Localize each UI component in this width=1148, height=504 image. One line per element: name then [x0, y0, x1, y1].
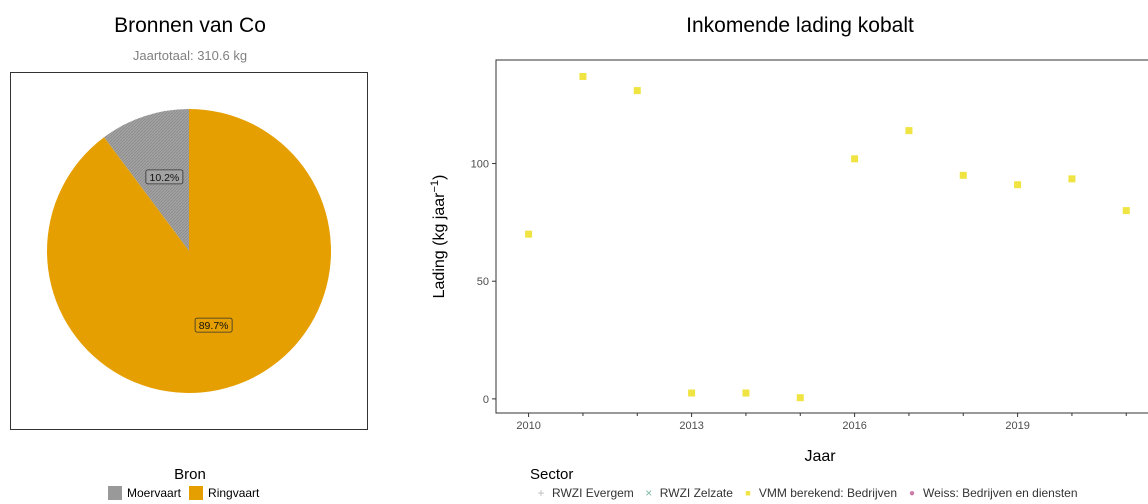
legend-marker-vmm-berekend: ■: [741, 488, 755, 498]
scatter-legend: + RWZI Evergem × RWZI Zelzate ■ VMM bere…: [534, 486, 1086, 500]
pie-label-ringvaart: 89.7%: [195, 318, 232, 332]
pie-chart-panel: 10.2% 89.7%: [10, 72, 368, 430]
data-point: [960, 172, 967, 179]
legend-key-moervaart: [108, 486, 122, 500]
scatter-chart-title: Inkomende lading kobalt: [560, 14, 1040, 38]
legend-key-ringvaart: [189, 486, 203, 500]
data-point: [525, 231, 532, 238]
x-tick-label: 2010: [516, 420, 540, 432]
legend-item-weiss: ● Weiss: Bedrijven en diensten: [905, 486, 1078, 500]
data-point: [742, 389, 749, 396]
pie-legend: Moervaart Ringvaart: [108, 486, 267, 500]
legend-marker-rwzi-zelzate: ×: [642, 486, 656, 500]
legend-label-rwzi-evergem: RWZI Evergem: [552, 486, 634, 500]
pie-chart-title: Bronnen van Co: [40, 14, 340, 38]
data-point: [688, 389, 695, 396]
pie-legend-title: Bron: [40, 466, 340, 483]
data-point: [905, 127, 912, 134]
pie-label-moervaart: 10.2%: [146, 170, 183, 184]
legend-item-vmm-berekend: ■ VMM berekend: Bedrijven: [741, 486, 897, 500]
data-point: [851, 155, 858, 162]
y-tick-label: 50: [477, 276, 489, 288]
legend-item-rwzi-zelzate: × RWZI Zelzate: [642, 486, 733, 500]
data-point: [1014, 181, 1021, 188]
plot-panel-border: [496, 60, 1148, 413]
svg-text:89.7%: 89.7%: [199, 320, 229, 332]
x-tick-label: 2013: [679, 420, 703, 432]
legend-label-rwzi-zelzate: RWZI Zelzate: [660, 486, 733, 500]
legend-label-moervaart: Moervaart: [127, 486, 181, 500]
legend-marker-weiss: ●: [905, 488, 919, 499]
pie-chart-subtitle: Jaartotaal: 310.6 kg: [40, 48, 340, 63]
data-point: [579, 73, 586, 80]
data-point: [1123, 207, 1130, 214]
legend-label-vmm-berekend: VMM berekend: Bedrijven: [759, 486, 897, 500]
svg-text:10.2%: 10.2%: [149, 172, 179, 184]
x-axis-label: Jaar: [760, 448, 880, 466]
legend-item-ringvaart: Ringvaart: [189, 486, 259, 500]
legend-item-moervaart: Moervaart: [108, 486, 181, 500]
y-tick-label: 0: [483, 394, 489, 406]
x-tick-label: 2019: [1005, 420, 1029, 432]
legend-label-weiss: Weiss: Bedrijven en diensten: [923, 486, 1078, 500]
pie-slice-ringvaart: [47, 109, 331, 393]
data-point: [634, 87, 641, 94]
pie-chart-svg: 10.2% 89.7%: [11, 73, 367, 429]
data-point: [1068, 175, 1075, 182]
legend-label-ringvaart: Ringvaart: [208, 486, 259, 500]
y-axis-label: Lading (kg jaar−1): [429, 175, 448, 299]
scatter-chart-svg: 0 50 100 2010 2013 2016 2019 Lading (kg jaar−1): [420, 50, 1148, 450]
data-point: [797, 394, 804, 401]
y-tick-label: 100: [471, 159, 489, 171]
legend-marker-rwzi-evergem: +: [534, 486, 548, 500]
x-tick-label: 2016: [842, 420, 866, 432]
legend-item-rwzi-evergem: + RWZI Evergem: [534, 486, 634, 500]
scatter-legend-title: Sector: [530, 466, 573, 483]
